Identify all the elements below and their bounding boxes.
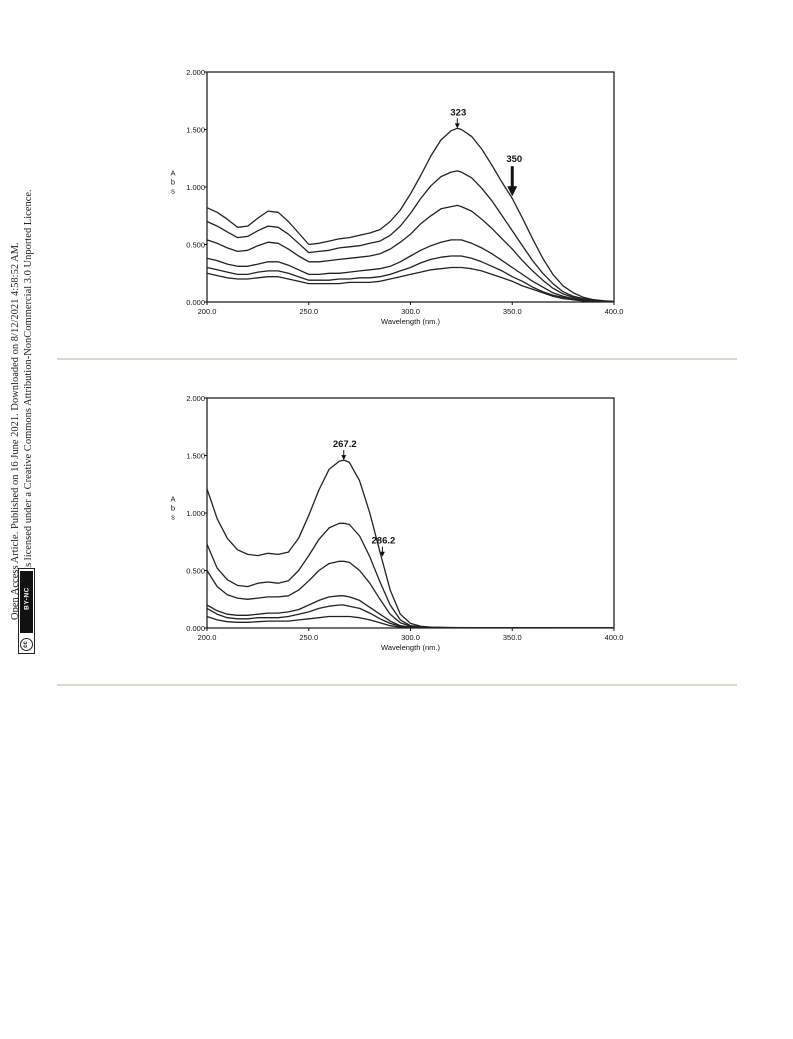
x-tick-label: 300.0 bbox=[401, 633, 420, 642]
cc-badge-label-bar: BY-NC bbox=[20, 571, 33, 633]
publication-info-text: Open Access Article. Published on 16 Jun… bbox=[10, 242, 21, 620]
annotation-arrow-head bbox=[341, 455, 347, 461]
license-statement-text: This article is licensed under a Creativ… bbox=[23, 189, 34, 620]
annotation-arrow-head bbox=[507, 186, 518, 197]
y-tick-label: 1.500 bbox=[186, 126, 205, 135]
x-tick-label: 200.0 bbox=[198, 633, 217, 642]
annotation-label: 286.2 bbox=[372, 536, 396, 547]
plot-frame bbox=[206, 397, 615, 629]
spectrum-line-5 bbox=[206, 604, 614, 629]
cc-license-badge[interactable]: BY-NC cc bbox=[18, 568, 35, 654]
spectrum-line-6 bbox=[206, 266, 615, 303]
y-tick-label: 0.000 bbox=[186, 624, 205, 633]
section-divider-2 bbox=[57, 684, 737, 686]
cc-badge-label: BY-NC bbox=[23, 587, 31, 610]
uv-spectrum-chart-2: 200.0 250.0 300.0 350.0 400.0 0.000 0.500 1.000… bbox=[170, 394, 624, 652]
uv-spectrum-chart-1: 200.0 250.0 300.0 350.0 400.0 0.000 0.500 1.000… bbox=[170, 68, 624, 326]
spectrum-line-6 bbox=[206, 615, 614, 629]
spectrum-line-1 bbox=[206, 127, 615, 303]
x-tick-label: 400.0 bbox=[605, 307, 624, 316]
spectrum-line-4 bbox=[206, 239, 615, 303]
annotation-label: 323 bbox=[450, 107, 466, 118]
y-tick-label: 1.500 bbox=[186, 452, 205, 461]
x-tick-label: 400.0 bbox=[605, 633, 624, 642]
y-tick-label: 2.000 bbox=[186, 68, 205, 77]
y-tick-label: 2.000 bbox=[186, 394, 205, 403]
annotation-label: 267.2 bbox=[333, 439, 357, 450]
y-tick-label: 1.000 bbox=[186, 183, 205, 192]
x-tick-label: 350.0 bbox=[503, 633, 522, 642]
y-tick-label: 1.000 bbox=[186, 509, 205, 518]
y-tick-label: 0.000 bbox=[186, 298, 205, 307]
x-axis-label: Wavelength (nm.) bbox=[381, 317, 440, 326]
x-tick-label: 250.0 bbox=[299, 633, 318, 642]
spectrum-line-5 bbox=[206, 255, 615, 303]
x-axis-label: Wavelength (nm.) bbox=[381, 643, 440, 652]
annotation-arrow-head bbox=[379, 551, 385, 557]
spectrum-line-2 bbox=[206, 522, 614, 629]
x-tick-label: 350.0 bbox=[503, 307, 522, 316]
x-tick-label: 200.0 bbox=[198, 307, 217, 316]
y-tick-label: 0.500 bbox=[186, 241, 205, 250]
license-text-block: Open Access Article. Published on 16 Jun… bbox=[9, 0, 35, 620]
license-sidebar: Open Access Article. Published on 16 Jun… bbox=[0, 0, 50, 1039]
spectrum-line-1 bbox=[206, 459, 614, 629]
cc-license-icon: cc bbox=[20, 638, 33, 651]
annotation-arrow-head bbox=[454, 123, 460, 129]
section-divider-1 bbox=[57, 358, 737, 360]
y-tick-label: 0.500 bbox=[186, 567, 205, 576]
spectrum-line-3 bbox=[206, 204, 615, 303]
x-tick-label: 250.0 bbox=[299, 307, 318, 316]
x-tick-label: 300.0 bbox=[401, 307, 420, 316]
spectrum-line-2 bbox=[206, 170, 615, 303]
annotation-label: 350 bbox=[506, 154, 522, 165]
